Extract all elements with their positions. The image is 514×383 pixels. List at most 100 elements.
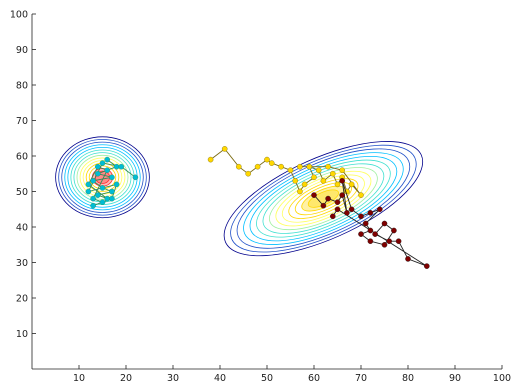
axes: 10 20 30 40 50 60 70 80 90 100 10 20 30 40 50 60 70 80 90… <box>10 10 511 383</box>
data-point <box>104 167 110 173</box>
data-point <box>358 192 364 198</box>
x-tick-label: 80 <box>402 373 414 383</box>
data-point <box>372 231 378 237</box>
data-point <box>104 195 110 202</box>
sample-paths <box>85 146 430 269</box>
data-point <box>334 181 341 188</box>
contour-ring <box>230 144 417 253</box>
data-point <box>109 174 115 181</box>
data-point <box>334 199 341 205</box>
data-point <box>362 220 369 227</box>
data-point <box>329 213 336 220</box>
x-tick-label: 10 <box>73 373 85 383</box>
data-point <box>405 256 411 262</box>
data-point <box>245 170 251 177</box>
data-point <box>235 163 242 170</box>
data-point <box>329 170 336 177</box>
data-point <box>320 177 327 184</box>
data-point <box>348 181 355 188</box>
data-point <box>113 181 120 188</box>
y-tick-label: 10 <box>16 329 28 340</box>
y-tick-label: 60 <box>16 152 28 163</box>
contour-ring <box>288 178 359 219</box>
data-point <box>367 209 374 216</box>
data-point <box>344 209 350 216</box>
data-point <box>381 220 388 227</box>
data-point <box>113 163 120 170</box>
data-point <box>376 206 383 213</box>
data-point <box>423 263 430 269</box>
y-tick-label: 90 <box>16 45 28 56</box>
contour-ring <box>55 136 150 219</box>
series-1 <box>85 156 139 209</box>
data-point <box>278 163 284 170</box>
contour-ring <box>64 144 141 211</box>
data-point <box>99 160 106 166</box>
y-tick-label: 40 <box>16 223 28 234</box>
data-point <box>268 160 275 166</box>
contour-ring <box>307 189 339 208</box>
data-point <box>325 163 331 170</box>
data-point <box>99 185 106 191</box>
x-tick-label: 70 <box>355 373 367 383</box>
data-point <box>118 163 125 170</box>
data-point <box>325 195 331 202</box>
data-point <box>306 163 313 170</box>
data-point <box>395 238 402 244</box>
data-point <box>95 170 101 177</box>
data-point <box>339 167 346 173</box>
y-tick-label: 100 <box>10 10 28 21</box>
data-point <box>311 174 317 181</box>
y-tick-label: 20 <box>16 294 28 305</box>
data-point <box>320 202 327 209</box>
x-ticks: 10 20 30 40 50 60 70 80 90 100 <box>73 365 511 383</box>
contour-ring <box>61 141 144 213</box>
data-point <box>297 188 303 195</box>
data-point <box>90 177 96 184</box>
data-point <box>221 146 228 152</box>
data-point <box>292 177 299 184</box>
data-point <box>381 241 388 248</box>
data-point <box>339 192 346 198</box>
y-tick-label: 50 <box>16 187 28 198</box>
data-point <box>386 238 393 244</box>
data-point <box>132 174 139 181</box>
data-point <box>109 195 115 202</box>
data-point <box>348 206 355 213</box>
data-point <box>339 177 346 184</box>
data-point <box>334 206 341 213</box>
data-point <box>264 156 270 163</box>
y-tick-label: 30 <box>16 258 28 269</box>
data-point <box>391 227 397 234</box>
data-point <box>95 163 101 170</box>
y-ticks: 10 20 30 40 50 60 70 80 90 100 <box>10 10 36 340</box>
data-point <box>367 227 374 234</box>
x-tick-label: 60 <box>308 373 320 383</box>
data-point <box>358 231 364 237</box>
x-tick-label: 100 <box>493 373 511 383</box>
data-point <box>297 163 303 170</box>
data-point <box>367 238 374 244</box>
y-tick-label: 70 <box>16 116 28 127</box>
y-tick-label: 80 <box>16 81 28 92</box>
data-point <box>99 199 106 205</box>
series-3 <box>311 177 430 269</box>
data-point <box>85 181 92 188</box>
data-point <box>207 156 214 163</box>
x-tick-label: 30 <box>167 373 179 383</box>
density-contours <box>55 136 424 257</box>
contour-ring <box>58 139 147 216</box>
contour-group-2 <box>223 141 424 257</box>
data-point <box>109 188 115 195</box>
data-point <box>85 188 92 195</box>
data-point <box>301 181 308 188</box>
data-point <box>311 192 317 198</box>
contour-ring <box>281 174 365 223</box>
contour-ring <box>223 141 424 257</box>
x-tick-label: 40 <box>214 373 226 383</box>
data-point <box>90 195 96 202</box>
data-point <box>287 167 294 173</box>
x-tick-label: 90 <box>449 373 461 383</box>
contour-ring <box>76 154 129 200</box>
